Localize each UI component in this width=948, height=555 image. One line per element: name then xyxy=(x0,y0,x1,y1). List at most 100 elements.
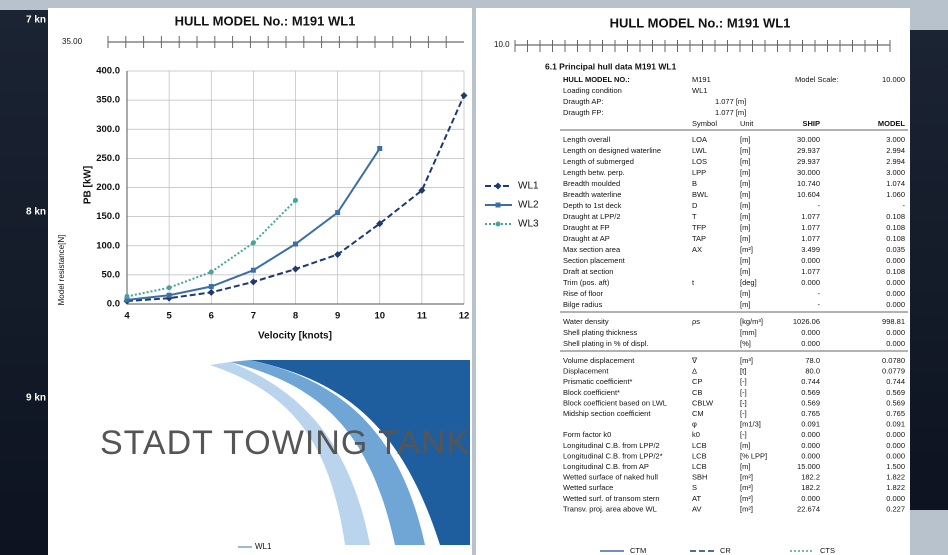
point xyxy=(495,202,501,208)
cell: 0.000 xyxy=(886,441,905,450)
cell: 0.000 xyxy=(801,441,820,450)
cell: [m] xyxy=(740,190,750,199)
y-tick-label: 50.0 xyxy=(102,269,121,280)
y-tick-label: 150.0 xyxy=(96,211,120,222)
cell: 0.227 xyxy=(886,504,905,513)
cell: Section placement xyxy=(563,256,626,265)
cell: 0.000 xyxy=(801,451,820,460)
content: 0.0 50.0 100.0 150.0 200.0 250.0 300.0 350.0 400… xyxy=(96,36,908,555)
cell: 0.000 xyxy=(801,256,820,265)
logo-text: STADT TOWING TANK xyxy=(100,424,470,462)
cell: Breadth waterline xyxy=(563,190,621,199)
cell: 1.077 [m] xyxy=(715,97,746,106)
cell: Wetted surface xyxy=(563,483,613,492)
x-axis-label: Velocity [knots] xyxy=(258,331,332,342)
cell: 0.000 xyxy=(801,278,820,287)
cell: Form factor k0 xyxy=(563,430,611,439)
cell: 0.000 xyxy=(801,494,820,503)
x-tick-label: 9 xyxy=(335,311,340,322)
cell: CM xyxy=(692,409,704,418)
x-tick-label: 10 xyxy=(374,311,385,322)
cell: 0.091 xyxy=(886,420,905,429)
cell: 29.937 xyxy=(797,146,820,155)
point xyxy=(124,293,130,299)
cell: [m] xyxy=(740,300,750,309)
point xyxy=(166,292,172,298)
x-tick-label: 5 xyxy=(166,311,172,322)
cell: Draught at FP xyxy=(563,223,610,232)
point xyxy=(124,297,130,303)
cell: 3.499 xyxy=(801,245,820,254)
cell: LPP xyxy=(692,168,706,177)
cell: AX xyxy=(692,245,702,254)
point xyxy=(335,210,341,216)
cell: 1.060 xyxy=(886,190,905,199)
cell: Block coefficient* xyxy=(563,388,620,397)
cell: Draught at LPP/2 xyxy=(563,212,621,221)
legend-label: WL2 xyxy=(518,200,539,211)
cell: [m] xyxy=(740,289,750,298)
point xyxy=(293,197,298,203)
point xyxy=(418,186,426,194)
cell: Prismatic coefficient* xyxy=(563,377,633,386)
y-tick-label: 200.0 xyxy=(96,182,120,193)
cell: 1.077 xyxy=(801,212,820,221)
cell: 0.000 xyxy=(886,328,905,337)
cell: 29.937 xyxy=(797,157,820,166)
cell: [m] xyxy=(740,157,750,166)
cell: HULL MODEL NO.: xyxy=(563,75,630,84)
cell: 1.077 xyxy=(801,234,820,243)
cell: Volume displacement xyxy=(563,356,635,365)
left-sheet xyxy=(48,8,472,555)
cell: Bilge radius xyxy=(563,300,602,309)
cell: 182.2 xyxy=(801,483,820,492)
point xyxy=(208,269,214,275)
cell: CP xyxy=(692,377,702,386)
cell: 0.000 xyxy=(801,328,820,337)
cell: [m] xyxy=(740,462,750,471)
cell: - xyxy=(818,300,821,309)
y-tick-label: 250.0 xyxy=(96,153,120,164)
cell: - xyxy=(818,201,821,210)
point xyxy=(376,220,384,228)
cell: 10.604 xyxy=(797,190,820,199)
cell: [-] xyxy=(740,388,747,397)
cell: 0.000 xyxy=(886,451,905,460)
cell: [deg] xyxy=(740,278,757,287)
cell: 22.674 xyxy=(797,504,820,513)
point xyxy=(166,285,172,291)
y-tick-label: 350.0 xyxy=(96,95,120,106)
cell: 0.091 xyxy=(801,420,820,429)
cell: [m] xyxy=(740,168,750,177)
cell: CTS xyxy=(820,546,835,555)
cell: Rise of floor xyxy=(563,289,604,298)
cell: 0.108 xyxy=(886,267,905,276)
cell: [kg/m³] xyxy=(740,317,763,326)
cell: 0.0779 xyxy=(882,367,905,376)
cell: Δ xyxy=(692,367,697,376)
cell: 1.074 xyxy=(886,179,905,188)
cell: LCB xyxy=(692,451,707,460)
cell: 1.822 xyxy=(886,473,905,482)
cell: Shell plating in % of displ. xyxy=(563,339,648,348)
cell: Loading condition xyxy=(563,86,622,95)
x-tick-label: 6 xyxy=(209,311,214,322)
cell: 0.569 xyxy=(886,388,905,397)
cell: 0.0780 xyxy=(882,356,905,365)
cell: 0.000 xyxy=(886,300,905,309)
point xyxy=(249,278,257,286)
cell: Water density xyxy=(563,317,609,326)
cell: 10.000 xyxy=(882,75,905,84)
cell: - xyxy=(818,289,821,298)
cell: Block coefficient based on LWL xyxy=(563,398,667,407)
cell: 0.000 xyxy=(886,289,905,298)
cell: - xyxy=(903,201,906,210)
x-tick-label: 12 xyxy=(459,311,470,322)
cell: [m] xyxy=(740,441,750,450)
cell: Symbol xyxy=(692,119,717,128)
cell: 30.000 xyxy=(797,168,820,177)
cell: 182.2 xyxy=(801,473,820,482)
y-tick-label: 400.0 xyxy=(96,66,120,77)
point xyxy=(208,284,214,290)
